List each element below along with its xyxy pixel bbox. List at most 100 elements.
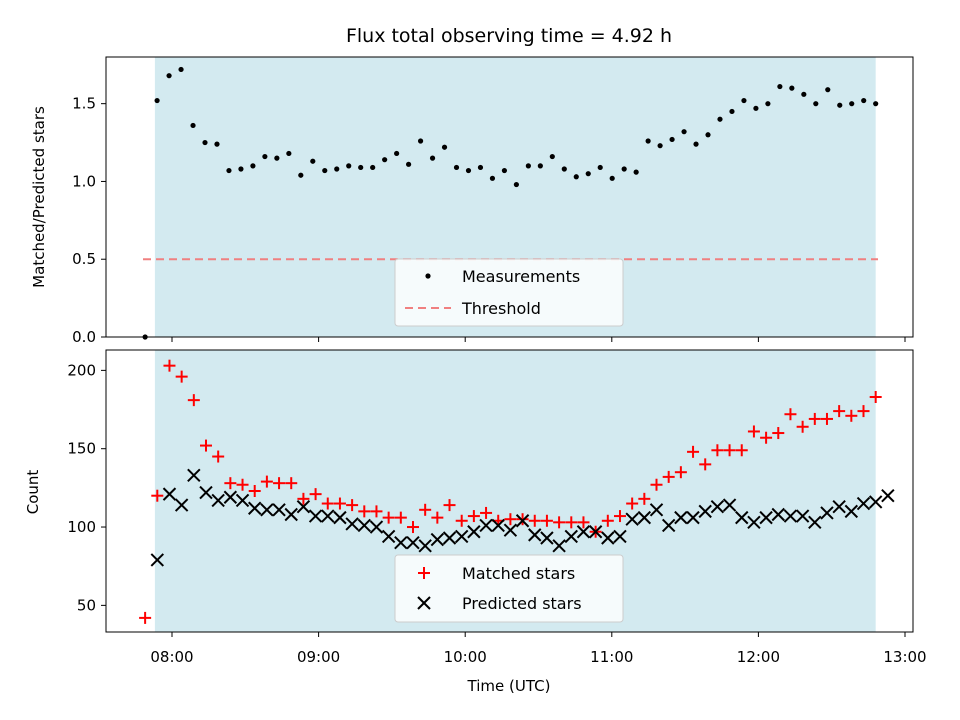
matched-star-point — [346, 499, 359, 512]
matched-star-point — [869, 391, 882, 403]
matched-star-point — [224, 477, 237, 490]
matched-star-point — [796, 420, 809, 433]
predicted-star-point — [613, 529, 627, 544]
matched-star-point — [687, 445, 700, 458]
bottom-legend: Matched stars Predicted stars — [394, 554, 624, 623]
measurement-point — [190, 122, 196, 129]
y-tick-label: 50 — [77, 596, 96, 614]
measurement-point — [322, 167, 328, 174]
measurement-point — [837, 102, 843, 108]
matched-star-point — [723, 444, 736, 457]
predicted-star-point — [357, 518, 371, 533]
legend-predicted-stars: Predicted stars — [462, 594, 582, 613]
predicted-star-point — [759, 510, 773, 525]
matched-star-point — [577, 516, 590, 529]
matched-star-point — [285, 477, 298, 490]
matched-star-point — [808, 412, 821, 425]
measurement-point — [729, 108, 735, 115]
predicted-star-point — [467, 525, 481, 539]
matched-star-point — [833, 405, 846, 418]
y-tick-label: 1.0 — [72, 172, 96, 190]
matched-star-point — [431, 511, 444, 524]
predicted-star-point — [625, 512, 639, 526]
matched-star-point — [711, 444, 724, 457]
predicted-star-point — [735, 510, 749, 525]
predicted-star-point — [637, 510, 652, 525]
matched-star-point — [419, 503, 432, 516]
bottom-panel-frame — [105, 349, 914, 633]
predicted-star-point — [601, 531, 615, 545]
predicted-star-point — [698, 504, 712, 519]
measurement-point — [765, 101, 771, 107]
bottom-panel: 50 100 150 200 08:00 09:00 10:00 11:00 12:00 13:… — [24, 349, 927, 695]
matched-star-point — [760, 431, 773, 444]
predicted-star-point — [576, 525, 591, 539]
predicted-star-point — [308, 509, 323, 523]
matched-star-point — [845, 409, 858, 422]
measurement-point — [441, 144, 448, 150]
bottom-x-ticks: 08:00 09:00 10:00 11:00 12:00 13:00 — [150, 632, 927, 666]
measurement-point — [417, 138, 424, 144]
matched-star-point — [626, 497, 639, 510]
predicted-star-point — [430, 532, 445, 547]
matched-star-point — [260, 475, 273, 488]
measurement-point — [597, 164, 603, 171]
matched-star-point — [333, 497, 346, 510]
predicted-star-point — [649, 503, 664, 517]
top-x-ticks — [171, 337, 906, 342]
top-legend: Measurements Threshold — [394, 258, 624, 327]
matched-star-point — [443, 499, 456, 512]
predicted-star-point — [503, 523, 518, 537]
measurement-point — [406, 161, 412, 167]
predicted-star-point — [747, 515, 761, 530]
predicted-star-point — [564, 529, 578, 544]
predicted-star-point — [333, 510, 347, 525]
matched-star-point — [297, 492, 310, 505]
measurement-point — [334, 166, 340, 172]
bottom-y-axis-label: Count — [24, 470, 42, 515]
matched-star-point — [504, 513, 517, 526]
predicted-star-point — [881, 488, 895, 503]
y-tick-label: 0.5 — [72, 250, 96, 268]
measurement-point — [825, 87, 831, 93]
measurement-point — [477, 164, 484, 171]
measurement-point — [633, 169, 639, 175]
predicted-star-point — [162, 487, 177, 501]
matched-legend-marker — [418, 567, 430, 579]
predicted-star-point — [661, 518, 676, 533]
x-tick-label: 09:00 — [297, 648, 340, 666]
predicted-star-point — [235, 493, 250, 508]
measurements-legend-marker — [425, 273, 431, 279]
predicted-star-point — [247, 501, 262, 515]
matched-star-point — [565, 516, 578, 529]
predicted-star-point — [856, 496, 871, 511]
predicted-star-point — [211, 493, 225, 508]
matched-star-point — [382, 511, 395, 524]
legend-threshold: Threshold — [461, 299, 541, 318]
predicted-star-point — [479, 518, 493, 533]
measurement-point — [573, 174, 579, 180]
measurement-point — [453, 164, 460, 171]
matched-star-point — [553, 516, 566, 529]
y-tick-label: 200 — [67, 361, 96, 379]
matched-star-point — [820, 412, 833, 425]
matched-star-point — [455, 514, 468, 527]
matched-star-point — [394, 511, 407, 524]
predicted-star-point — [199, 485, 213, 500]
measurement-point — [549, 153, 555, 160]
y-tick-label: 150 — [67, 440, 96, 458]
top-panel-frame — [105, 56, 914, 338]
matched-star-point — [638, 492, 651, 505]
predicted-star-point — [528, 528, 542, 542]
matched-star-point — [857, 405, 870, 418]
matched-star-point — [735, 444, 748, 457]
predicted-star-point — [442, 531, 457, 545]
top-panel: 0.0 0.5 1.0 1.5 Matched/Predicted stars Mea… — [30, 56, 914, 346]
matched-star-point — [613, 510, 626, 523]
measurement-point — [465, 167, 472, 174]
measurement-point — [513, 181, 519, 188]
x-tick-label: 08:00 — [150, 648, 193, 666]
predicted-star-point — [260, 503, 274, 517]
measurement-point — [873, 101, 879, 107]
